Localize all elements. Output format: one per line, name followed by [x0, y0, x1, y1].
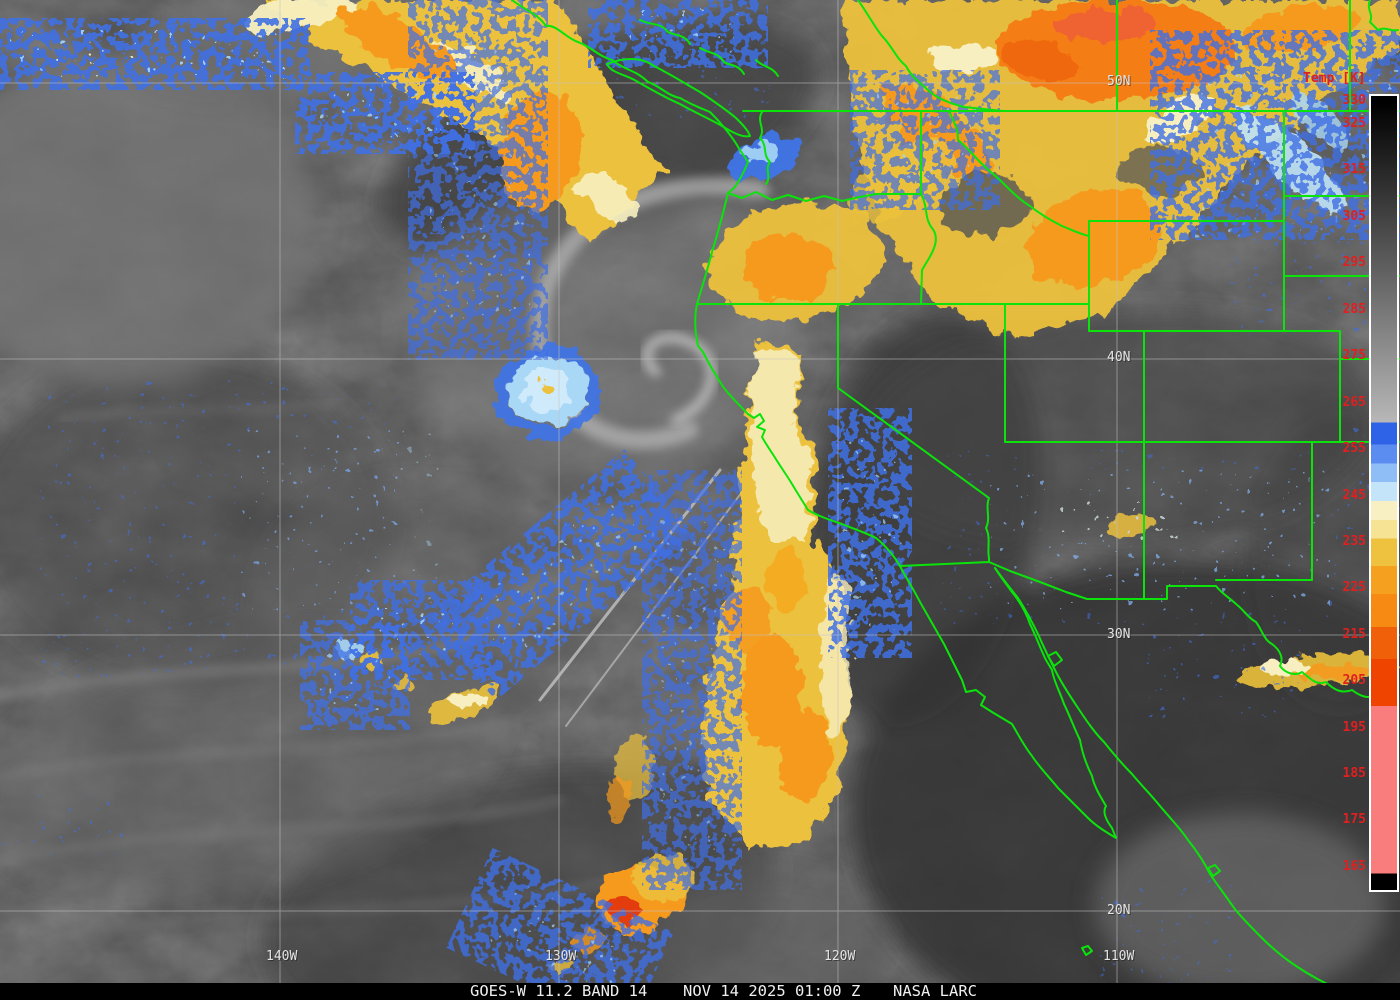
colorbar-tick: 255 [1342, 441, 1366, 456]
caption-credit: NASA LARC [893, 982, 977, 1000]
colorbar-tick: 175 [1342, 812, 1366, 827]
colorbar-title: Temp [K] [1303, 71, 1366, 86]
colorbar-tick: 195 [1342, 720, 1366, 735]
lon-label-110w: 110W [1103, 949, 1135, 964]
colorbar-tick: 265 [1342, 395, 1366, 410]
colorbar-tick: 205 [1342, 673, 1366, 688]
lat-label-50n: 50N [1107, 74, 1131, 89]
lon-label-130w: 130W [545, 949, 577, 964]
map-borders-overlay [511, 0, 1400, 1000]
lon-label-120w: 120W [824, 949, 856, 964]
colorbar-tick: 235 [1342, 534, 1366, 549]
colorbar-tick: 165 [1342, 859, 1366, 874]
colorbar-tick: 315 [1342, 162, 1366, 177]
caption-bar: GOES-W 11.2 BAND 14 NOV 14 2025 01:00 Z … [0, 983, 1400, 1000]
caption-timestamp: NOV 14 2025 01:00 Z [683, 982, 861, 1000]
lon-label-140w: 140W [266, 949, 298, 964]
lat-label-30n: 30N [1107, 627, 1131, 642]
colorbar-tick: 330 [1342, 93, 1366, 108]
colorbar-tick: 215 [1342, 627, 1366, 642]
colorbar-tick: 275 [1342, 348, 1366, 363]
colorbar-tick: 285 [1342, 302, 1366, 317]
colorbar-tick: 185 [1342, 766, 1366, 781]
lat-label-20n: 20N [1107, 903, 1131, 918]
colorbar-tick: 325 [1342, 116, 1366, 131]
colorbar-tick: 225 [1342, 580, 1366, 595]
colorbar-tick: 305 [1342, 209, 1366, 224]
caption-product: GOES-W 11.2 BAND 14 [470, 982, 648, 1000]
colorbar-tick: 295 [1342, 255, 1366, 270]
colorbar-tick: 245 [1342, 488, 1366, 503]
temperature-colorbar [1369, 94, 1399, 892]
lat-label-40n: 40N [1107, 350, 1131, 365]
